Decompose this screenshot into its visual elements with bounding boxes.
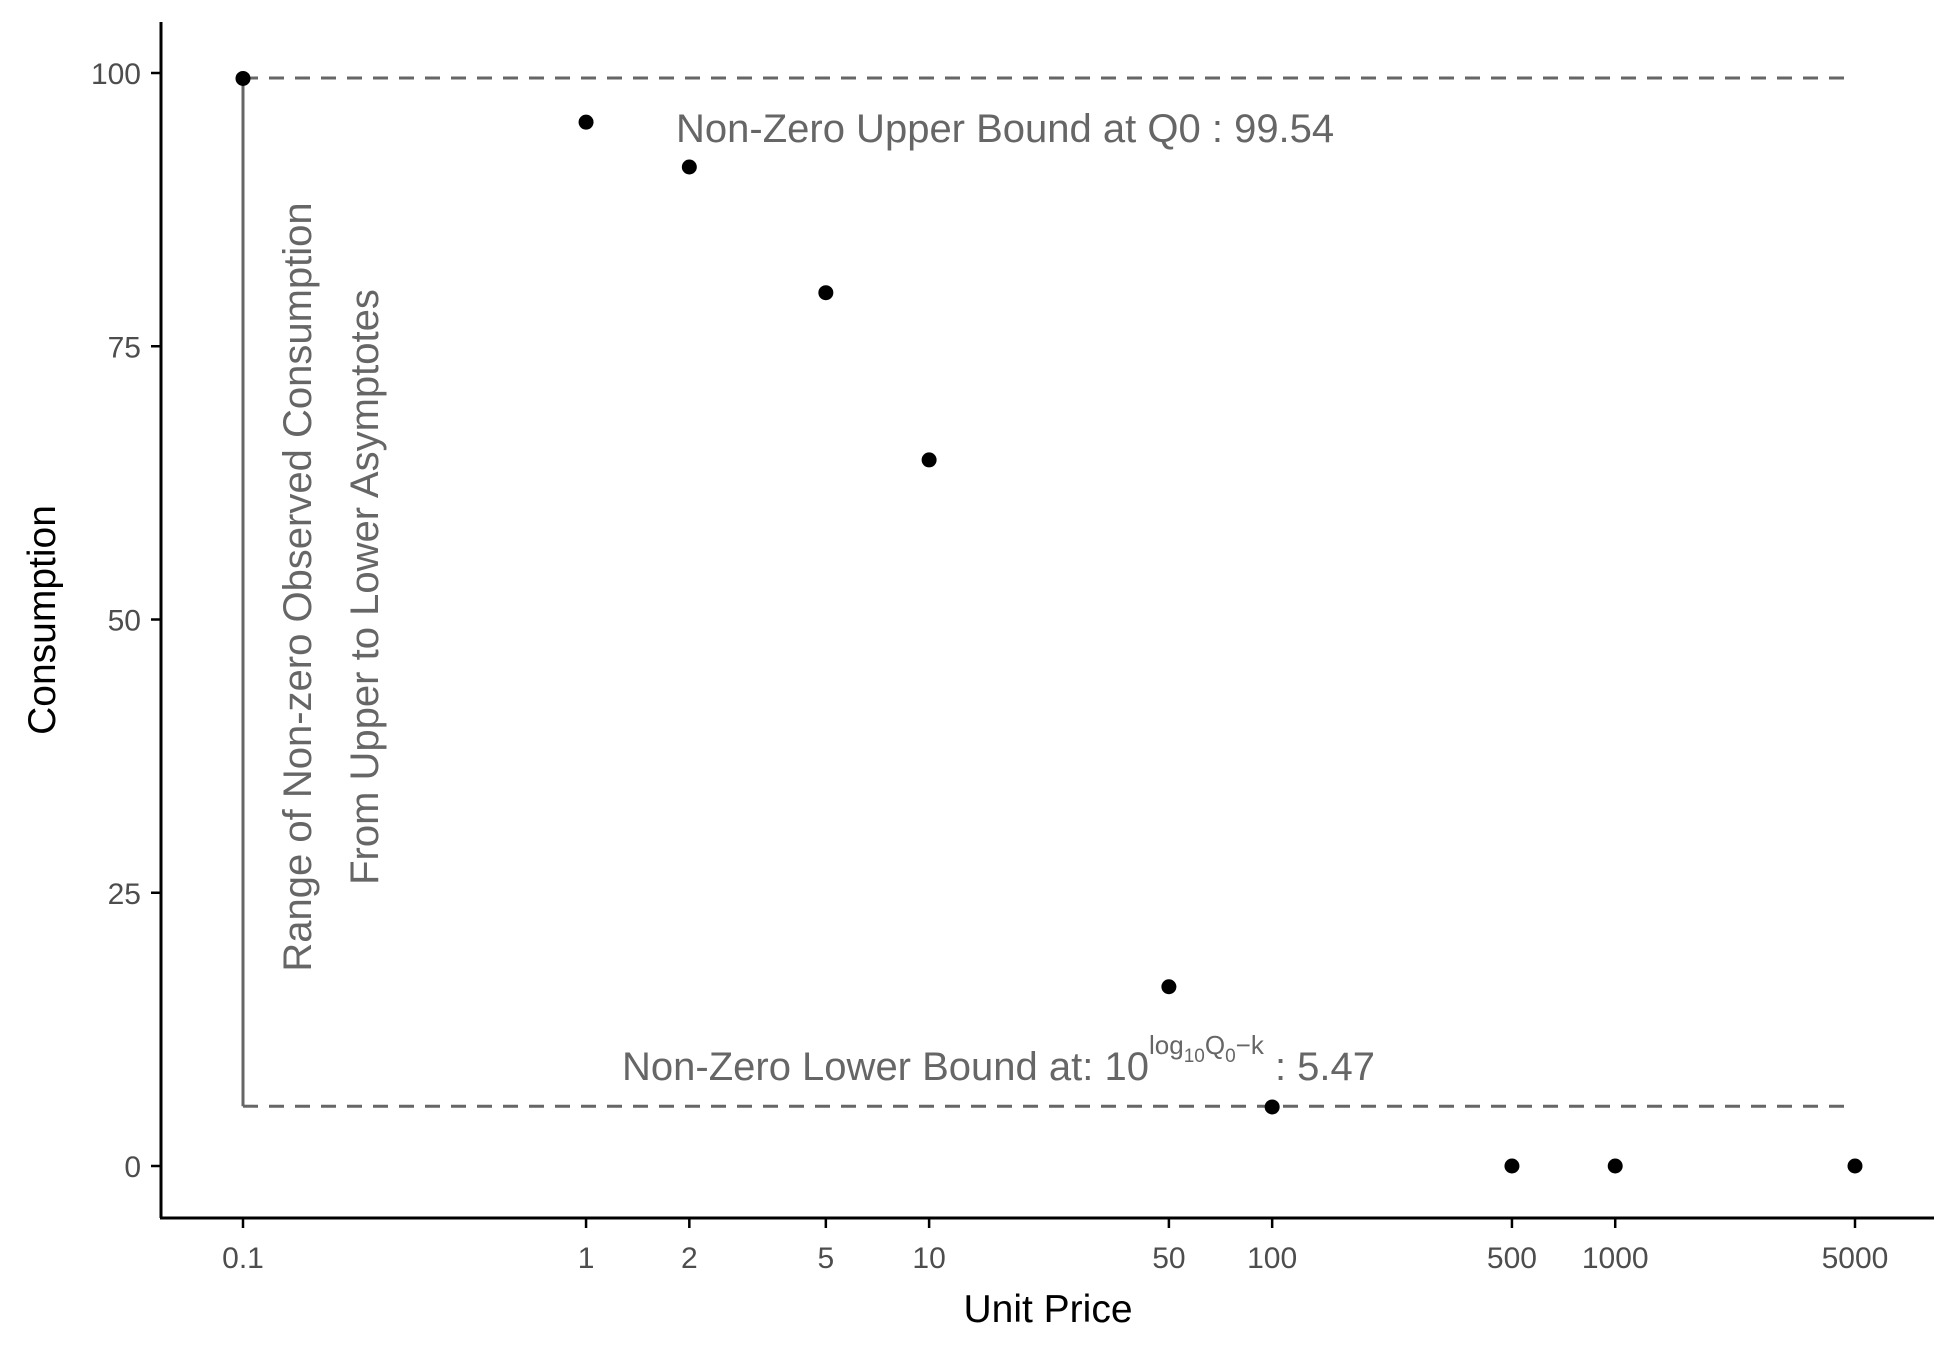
- reference-lines: [241, 76, 1855, 1108]
- data-point: [681, 159, 697, 175]
- lower-bound-exp-log-base: 10: [1184, 1046, 1205, 1067]
- lower-bound-label-prefix: Non-Zero Lower Bound at: 10: [622, 1045, 1149, 1089]
- data-point: [1607, 1158, 1623, 1174]
- range-label-line1: Range of Non-zero Observed Consumption: [276, 202, 320, 971]
- data-point: [1264, 1099, 1280, 1115]
- upper-bound-label: Non-Zero Upper Bound at Q0 : 99.54: [676, 107, 1334, 151]
- lower-bound-exp-q-sub: 0: [1225, 1046, 1236, 1067]
- lower-bound-label-suffix: : 5.47: [1264, 1045, 1375, 1089]
- x-tick-label: 50: [1152, 1242, 1185, 1275]
- data-point: [1847, 1158, 1863, 1174]
- range-label-line2: From Upper to Lower Asymptotes: [343, 289, 387, 885]
- x-tick-label: 1000: [1582, 1242, 1649, 1275]
- data-point: [578, 114, 594, 130]
- lower-bound-exp-log: log: [1149, 1030, 1184, 1060]
- x-tick-label: 0.1: [222, 1242, 264, 1275]
- y-tick-label: 0: [124, 1151, 141, 1184]
- lower-bound-exp-q: Q: [1205, 1030, 1225, 1060]
- data-point: [1161, 979, 1177, 995]
- y-tick-label: 75: [108, 331, 141, 364]
- x-tick-label: 500: [1487, 1242, 1537, 1275]
- lower-bound-label: Non-Zero Lower Bound at: 10log10Q0−k : 5…: [622, 1030, 1375, 1089]
- x-tick-label: 1: [578, 1242, 595, 1275]
- y-ticks: 0 25 50 75 100: [91, 58, 161, 1184]
- x-tick-label: 5000: [1822, 1242, 1889, 1275]
- x-axis-title: Unit Price: [963, 1288, 1132, 1331]
- y-axis-title: Consumption: [21, 505, 64, 735]
- data-points: [235, 70, 1863, 1174]
- lower-bound-exp-minus-k: −k: [1236, 1030, 1265, 1060]
- x-tick-label: 2: [681, 1242, 698, 1275]
- axes: [159, 22, 1934, 1220]
- y-tick-label: 25: [108, 878, 141, 911]
- data-point: [921, 452, 937, 468]
- y-tick-label: 100: [91, 58, 141, 91]
- data-point: [818, 285, 834, 301]
- x-tick-label: 5: [817, 1242, 834, 1275]
- data-point: [235, 70, 251, 86]
- data-point: [1504, 1158, 1520, 1174]
- x-ticks: 0.1 1 2 5 10 50 100 500 1000 5000: [222, 1218, 1888, 1275]
- y-tick-label: 50: [108, 605, 141, 638]
- x-tick-label: 10: [912, 1242, 945, 1275]
- x-tick-label: 100: [1247, 1242, 1297, 1275]
